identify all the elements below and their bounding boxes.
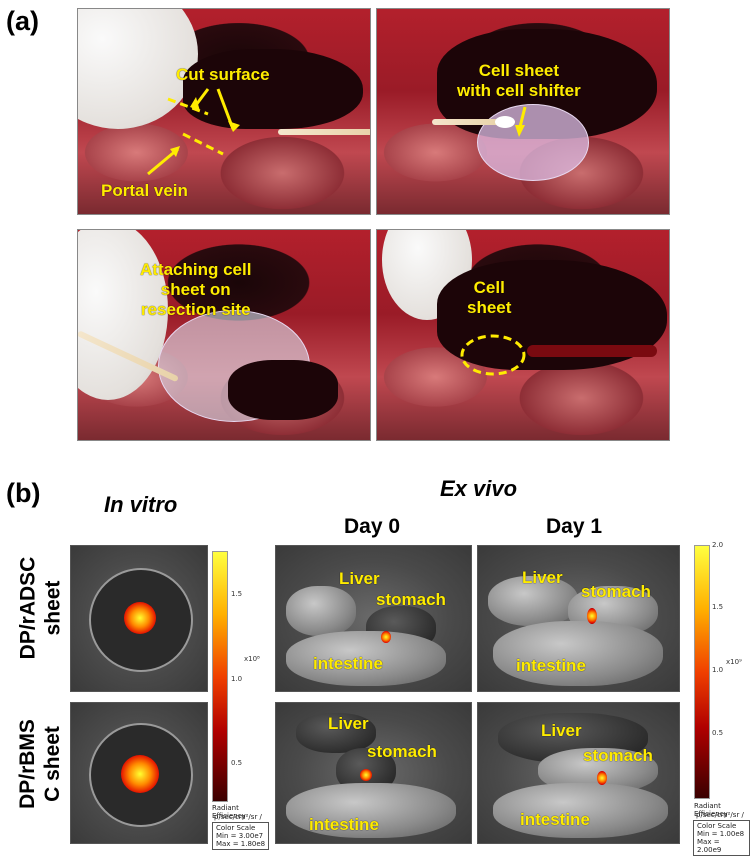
label-intestine: intestine bbox=[516, 656, 586, 675]
well-dish bbox=[89, 568, 193, 672]
fluorescence-spot bbox=[597, 771, 607, 785]
fluorescence-spot bbox=[381, 631, 391, 643]
fluorescence-spot bbox=[121, 755, 159, 793]
cotton-swab bbox=[278, 129, 370, 135]
day0-label: Day 0 bbox=[344, 515, 401, 538]
panel-a-label: (a) bbox=[6, 6, 39, 36]
scale-box-right-max: Max = 2.00e9 bbox=[697, 838, 722, 854]
ex-vivo-day1-row2: Liver stomach intestine bbox=[477, 702, 680, 844]
day1-label: Day 1 bbox=[546, 515, 603, 538]
scale-box-right-title: Color Scale bbox=[697, 822, 737, 830]
exponent-left: x10⁸ bbox=[244, 655, 260, 663]
tick-left-1: 1.5 bbox=[231, 590, 243, 598]
label-stomach: stomach bbox=[376, 590, 446, 609]
tick-left-2: 1.0 bbox=[231, 675, 243, 683]
label-cell-sheet: Cell sheet bbox=[467, 278, 512, 317]
in-vitro-title: In vitro bbox=[104, 492, 178, 517]
intestine-organ bbox=[286, 631, 446, 686]
liver-lobe bbox=[183, 49, 363, 129]
cotton-swab bbox=[432, 119, 502, 125]
liver-organ bbox=[488, 576, 578, 626]
label-portal-vein: Portal vein bbox=[101, 181, 188, 200]
ex-vivo-title: Ex vivo bbox=[440, 476, 518, 501]
ex-vivo-day0-row1: Liver stomach intestine bbox=[275, 545, 472, 692]
swab-tip bbox=[495, 116, 515, 128]
intestine-organ bbox=[286, 783, 456, 838]
label-stomach: stomach bbox=[583, 746, 653, 765]
label-cell-sheet-shifter: Cell sheet with cell shifter bbox=[457, 61, 581, 100]
liver-lobe bbox=[228, 360, 338, 420]
in-vitro-image-row1 bbox=[70, 545, 208, 692]
scale-box-right-min: Min = 1.00e8 bbox=[697, 830, 745, 838]
label-attaching: Attaching cell sheet on resection site bbox=[140, 260, 252, 319]
annotation-arrows bbox=[147, 88, 240, 176]
color-bar-right bbox=[694, 545, 710, 799]
ex-vivo-day1-row1: Liver stomach intestine bbox=[477, 545, 680, 692]
tick-right-2: 1.0 bbox=[712, 666, 724, 674]
annotation-circle bbox=[460, 334, 526, 376]
scale-title-right: Radiant Efficiency bbox=[694, 802, 728, 818]
label-liver: Liver bbox=[522, 568, 563, 587]
surgery-photo-cell-shifter: Cell sheet with cell shifter bbox=[376, 8, 670, 215]
label-intestine: intestine bbox=[309, 815, 379, 834]
scale-box-left-max: Max = 1.80e8 bbox=[216, 840, 266, 848]
tick-left-3: 0.5 bbox=[231, 759, 243, 767]
scale-box-left: Color Scale Min = 3.00e7 Max = 1.80e8 bbox=[212, 822, 270, 850]
fluorescence-spot bbox=[587, 608, 597, 624]
surgery-photo-cut-surface: Cut surface Portal vein bbox=[77, 8, 371, 215]
exponent-right: x10⁹ bbox=[726, 658, 742, 666]
cell-sheet bbox=[477, 104, 589, 181]
fluorescence-spot bbox=[360, 769, 372, 781]
liver-organ bbox=[296, 713, 376, 753]
tick-right-top: 2.0 bbox=[712, 541, 724, 549]
in-vitro-image-row2 bbox=[70, 702, 208, 844]
label-intestine: intestine bbox=[520, 810, 590, 829]
panel-b-label: (b) bbox=[6, 478, 41, 508]
label-cut-surface: Cut surface bbox=[176, 65, 270, 84]
cotton-swab-red bbox=[527, 345, 657, 357]
ex-vivo-day0-row2: Liver stomach intestine bbox=[275, 702, 472, 844]
label-stomach: stomach bbox=[581, 582, 651, 601]
surgery-photo-cell-sheet: Cell sheet bbox=[376, 229, 670, 441]
liver-organ bbox=[286, 586, 356, 636]
tick-right-3: 0.5 bbox=[712, 729, 724, 737]
color-bar-left bbox=[212, 551, 228, 802]
row2-label: DP/rBMS C sheet bbox=[15, 719, 64, 809]
scale-title-left: Radiant Efficiency bbox=[212, 804, 246, 820]
fluorescence-spot bbox=[124, 602, 156, 634]
annotation-arrows bbox=[515, 106, 527, 137]
scale-box-left-title: Color Scale bbox=[216, 824, 256, 832]
row1-label: DP/rADSC sheet bbox=[16, 556, 64, 660]
scale-box-right: Color Scale Min = 1.00e8 Max = 2.00e9 bbox=[693, 820, 750, 856]
label-liver: Liver bbox=[339, 569, 380, 588]
label-stomach: stomach bbox=[367, 742, 437, 761]
tick-right-1: 1.5 bbox=[712, 603, 724, 611]
surgery-photo-attaching: Attaching cell sheet on resection site bbox=[77, 229, 371, 441]
scale-box-left-min: Min = 3.00e7 bbox=[216, 832, 264, 840]
label-intestine: intestine bbox=[313, 654, 383, 673]
label-liver: Liver bbox=[328, 714, 369, 733]
intestine-organ bbox=[493, 621, 663, 686]
label-liver: Liver bbox=[541, 721, 582, 740]
intestine-organ bbox=[493, 783, 668, 838]
